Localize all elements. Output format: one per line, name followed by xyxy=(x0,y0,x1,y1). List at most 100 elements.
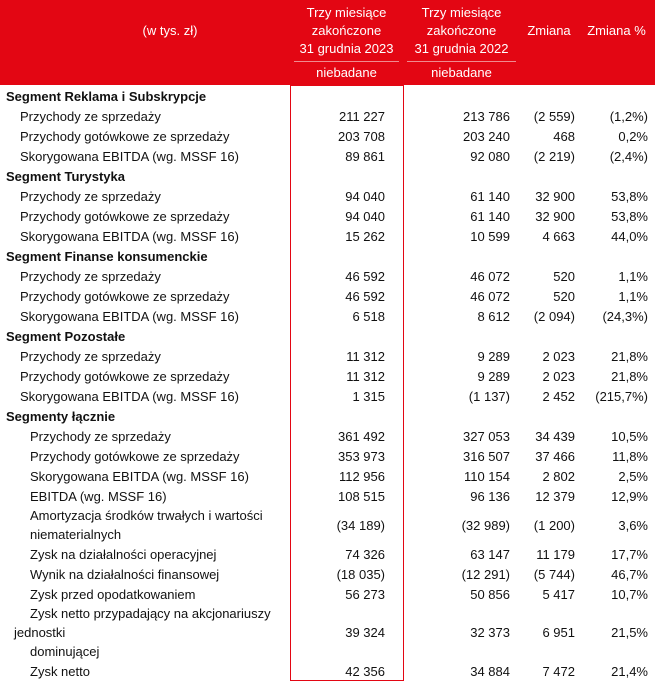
cell-value: 8 612 xyxy=(477,308,510,324)
cell-value: 7 472 xyxy=(542,663,575,679)
cell-value: (12 291) xyxy=(461,566,510,582)
cell-value: 94 040 xyxy=(345,208,385,224)
table-row: Amortyzacja środków trwałych i wartości n… xyxy=(0,506,655,544)
table-row: Przychody gotówkowe ze sprzedaży 94 040 61… xyxy=(0,206,655,226)
section-row: Segment Reklama i Subskrypcje xyxy=(0,86,655,106)
cell-value: (2 094) xyxy=(533,308,575,324)
header-text: Zmiana % xyxy=(587,23,646,38)
cell-value: 353 973 xyxy=(338,448,385,464)
cell-value: (1 200) xyxy=(533,517,575,533)
table-row: Zysk na działalności operacyjnej 74 326 63… xyxy=(0,544,655,564)
header-note: niebadane xyxy=(431,65,492,80)
cell-value: 92 080 xyxy=(470,148,510,164)
cell-value: 37 466 xyxy=(535,448,575,464)
cell-value: 1,1% xyxy=(618,268,648,284)
row-label: Wynik na działalności finansowej xyxy=(30,566,220,582)
cell-value: 468 xyxy=(553,128,575,144)
cell-value: 21,5% xyxy=(611,625,648,640)
table-row: Przychody ze sprzedaży 361 492 327 053 34 4… xyxy=(0,426,655,446)
header-separator xyxy=(294,61,399,62)
section-title: Segment Finanse konsumenckie xyxy=(6,248,208,264)
cell-value: 0,2% xyxy=(618,128,648,144)
row-label-line: jednostki xyxy=(14,625,66,640)
row-label: Przychody gotówkowe ze sprzedaży xyxy=(20,128,230,144)
cell-value: 96 136 xyxy=(470,488,510,504)
cell-value: 34 439 xyxy=(535,428,575,444)
cell-value: 21,8% xyxy=(611,348,648,364)
header-text: Trzy miesiące xyxy=(306,5,387,20)
cell-value: 21,8% xyxy=(611,368,648,384)
table-row: Przychody ze sprzedaży 211 227 213 786 (2 5… xyxy=(0,106,655,126)
cell-value: (215,7%) xyxy=(595,388,648,404)
cell-value: 10 599 xyxy=(470,228,510,244)
cell-value: 12 379 xyxy=(535,488,575,504)
header-note: niebadane xyxy=(316,65,377,80)
cell-value: 203 708 xyxy=(338,128,385,144)
row-label: Przychody ze sprzedaży xyxy=(30,428,171,444)
section-title: Segment Reklama i Subskrypcje xyxy=(6,88,207,104)
cell-value: (2,4%) xyxy=(609,148,648,164)
cell-value: 11 312 xyxy=(346,348,385,364)
cell-value: 11,8% xyxy=(612,448,648,464)
table-row: Zysk netto 42 356 34 884 7 472 21,4% xyxy=(0,661,655,681)
cell-value: 63 147 xyxy=(470,546,510,562)
cell-value: 46 592 xyxy=(345,268,385,284)
cell-value: (2 219) xyxy=(533,148,575,164)
cell-value: 61 140 xyxy=(470,208,510,224)
row-label: Skorygowana EBITDA (wg. MSSF 16) xyxy=(30,468,249,484)
cell-value: 3,6% xyxy=(618,517,648,533)
header-separator xyxy=(407,61,516,62)
cell-value: 211 227 xyxy=(338,108,385,124)
cell-value: 112 956 xyxy=(338,468,385,484)
cell-value: 2 452 xyxy=(542,388,575,404)
row-label: Skorygowana EBITDA (wg. MSSF 16) xyxy=(20,388,239,404)
section-row: Segment Finanse konsumenckie xyxy=(0,246,655,266)
cell-value: 89 861 xyxy=(345,148,385,164)
row-label: EBITDA (wg. MSSF 16) xyxy=(30,488,167,504)
row-label: Amortyzacja środków trwałych i wartości n… xyxy=(0,506,290,544)
cell-value: 203 240 xyxy=(463,128,510,144)
table-row: Przychody gotówkowe ze sprzedaży 203 708 2… xyxy=(0,126,655,146)
table-row: Skorygowana EBITDA (wg. MSSF 16) 1 315 (1 … xyxy=(0,386,655,406)
section-row: Segment Pozostałe xyxy=(0,326,655,346)
section-row: Segment Turystyka xyxy=(0,166,655,186)
cell-value: 53,8% xyxy=(611,208,648,224)
cell-value: 520 xyxy=(553,288,575,304)
highlight-box xyxy=(290,85,404,681)
table-row: Przychody gotówkowe ze sprzedaży 46 592 46… xyxy=(0,286,655,306)
row-label: Skorygowana EBITDA (wg. MSSF 16) xyxy=(20,228,239,244)
row-label-line: Amortyzacja środków trwałych i wartości xyxy=(30,508,263,523)
row-label-line: dominującej xyxy=(30,644,100,659)
row-label: Zysk netto przypadający na akcjonariuszy… xyxy=(0,604,290,661)
cell-value: (1 137) xyxy=(468,388,510,404)
row-label-line: Zysk netto przypadający na akcjonariuszy xyxy=(30,606,271,621)
cell-value: 94 040 xyxy=(345,188,385,204)
cell-value: 316 507 xyxy=(463,448,510,464)
cell-value: 327 053 xyxy=(463,428,510,444)
cell-value: 5 417 xyxy=(542,586,575,602)
cell-value: 6 518 xyxy=(352,308,385,324)
cell-value: 110 154 xyxy=(463,468,510,484)
row-label: Zysk przed opodatkowaniem xyxy=(30,586,196,602)
cell-value: 74 326 xyxy=(345,546,385,562)
cell-value: 32 900 xyxy=(535,188,575,204)
row-label: Przychody gotówkowe ze sprzedaży xyxy=(30,448,240,464)
cell-value: (1,2%) xyxy=(609,108,648,124)
header-text: zakończone xyxy=(426,23,497,38)
cell-value: 213 786 xyxy=(463,108,510,124)
cell-value: 520 xyxy=(553,268,575,284)
row-label-line: niematerialnych xyxy=(30,527,122,542)
cell-value: 2 023 xyxy=(542,368,575,384)
row-label: Przychody gotówkowe ze sprzedaży xyxy=(20,368,230,384)
cell-value: 4 663 xyxy=(542,228,575,244)
cell-value: 11 179 xyxy=(536,546,575,562)
section-title: Segment Turystyka xyxy=(6,168,125,184)
cell-value: 50 856 xyxy=(470,586,510,602)
table-row: Zysk netto przypadający na akcjonariuszy… xyxy=(0,604,655,661)
cell-value: (32 989) xyxy=(461,517,510,533)
table-row: Przychody gotówkowe ze sprzedaży 11 312 9 … xyxy=(0,366,655,386)
row-label: Przychody ze sprzedaży xyxy=(20,108,161,124)
cell-value: 2 802 xyxy=(542,468,575,484)
header-text: Trzy miesiące xyxy=(421,5,502,20)
